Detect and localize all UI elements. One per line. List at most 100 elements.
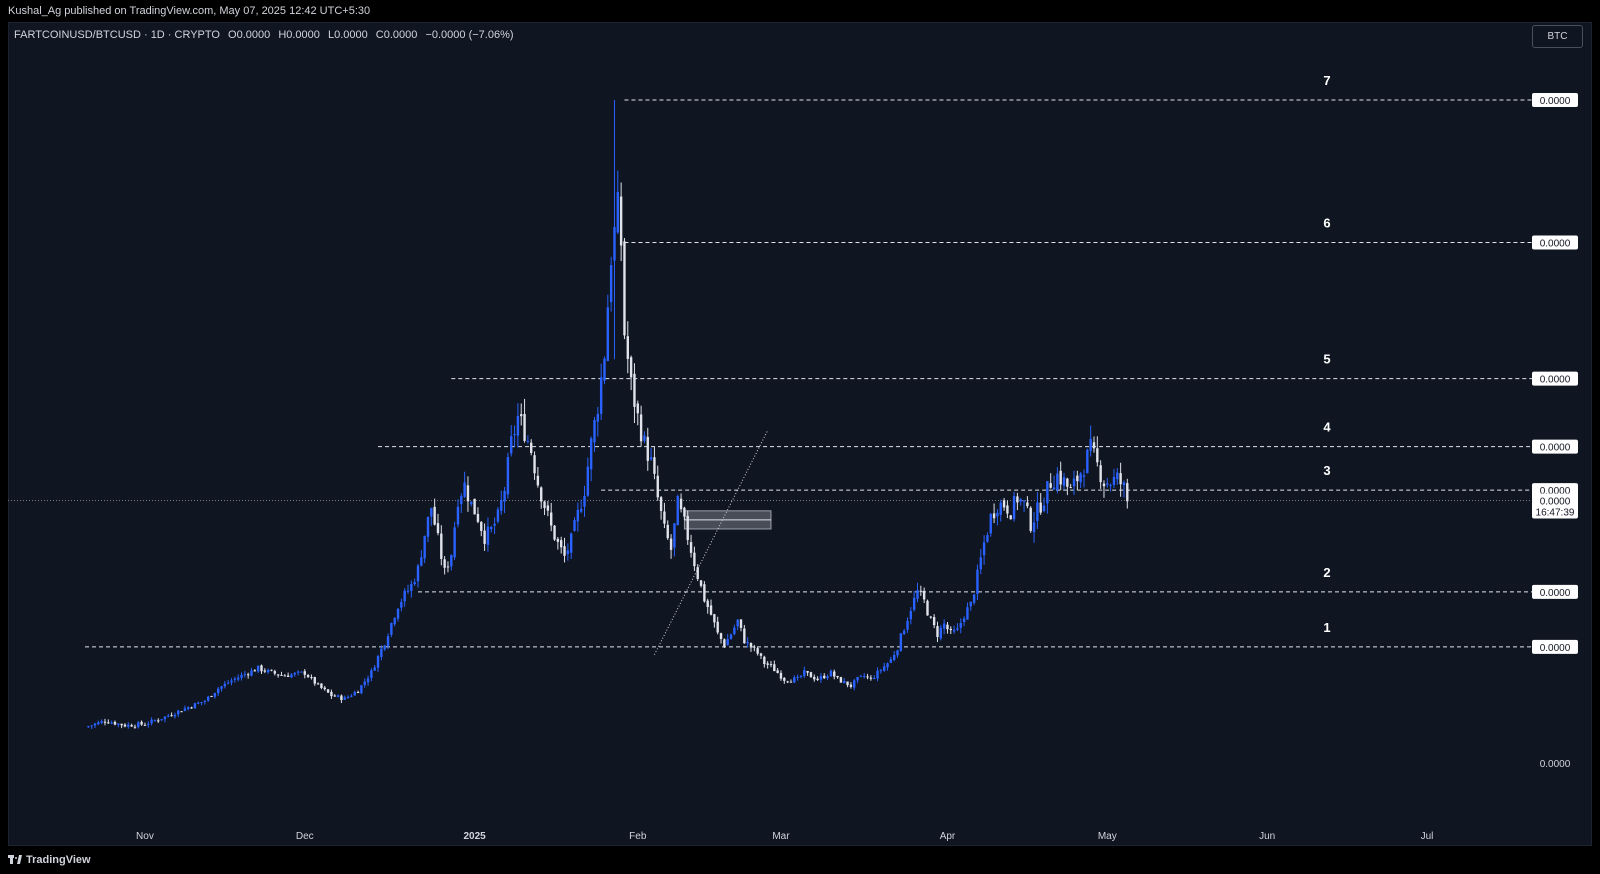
change-value: −0.0000 (−7.06%): [425, 29, 514, 41]
candle-body: [699, 580, 703, 586]
level-price-label: 0.0000: [1540, 643, 1571, 654]
candle-body: [649, 457, 653, 460]
candle-body: [563, 546, 566, 556]
candle-body: [713, 614, 716, 623]
candle-body: [1036, 502, 1039, 522]
candle-body: [127, 724, 130, 727]
candle-body: [749, 642, 753, 648]
candle-body: [520, 414, 523, 417]
candle-body: [606, 307, 610, 362]
candle-body: [793, 677, 796, 683]
level-price-tag: [1532, 371, 1578, 386]
level-number: 4: [1323, 420, 1331, 435]
candle-body: [843, 681, 846, 683]
candle-body: [909, 611, 913, 620]
candle-body: [253, 670, 257, 672]
candle-body: [729, 634, 733, 639]
tradingview-logo-icon: [8, 855, 22, 864]
candle-body: [929, 616, 933, 618]
candle-body: [333, 695, 336, 697]
candle-body: [167, 715, 170, 717]
candle-body: [406, 590, 410, 592]
candle-body: [999, 502, 1002, 515]
candle-body: [1002, 500, 1006, 508]
candle-body: [659, 497, 663, 511]
candle-body: [946, 624, 949, 630]
candle-body: [819, 676, 823, 680]
candle-body: [170, 715, 173, 717]
candle-body: [603, 358, 606, 381]
candle-body: [556, 538, 560, 542]
candle-body: [746, 641, 749, 644]
candle-body: [473, 498, 476, 515]
candle-body: [686, 515, 689, 540]
candle-body: [1079, 473, 1082, 483]
candle-body: [90, 725, 93, 727]
current-price-label: 0.0000: [1540, 496, 1571, 507]
candle-body: [103, 721, 107, 723]
candle-body: [523, 413, 526, 441]
candle-body: [696, 567, 699, 579]
x-tick-label: Mar: [772, 831, 790, 842]
candle-body: [942, 623, 946, 629]
candle-body: [117, 723, 120, 725]
currency-button[interactable]: BTC: [1532, 25, 1583, 48]
candle-body: [886, 663, 889, 668]
candle-body: [200, 702, 203, 704]
candle-body: [989, 514, 992, 534]
candle-body: [546, 505, 550, 511]
candle-body: [922, 590, 926, 600]
candle-body: [1099, 465, 1102, 483]
candle-body: [270, 669, 273, 671]
candle-body: [153, 720, 157, 722]
candle-body: [892, 654, 896, 660]
candle-body: [366, 678, 370, 683]
level-price-label: 0.0000: [1540, 375, 1571, 386]
countdown-label: 16:47:39: [1536, 507, 1575, 518]
candle-body: [853, 680, 856, 688]
candle-body: [256, 665, 260, 672]
candle-body: [190, 707, 193, 709]
candle-body: [130, 725, 133, 727]
candle-body: [769, 664, 773, 666]
candle-body: [506, 456, 510, 495]
candle-body: [753, 646, 756, 648]
symbol-legend: FARTCOINUSD/BTCUSD · 1D · CRYPTO O0.0000…: [14, 29, 514, 41]
symbol-label[interactable]: FARTCOINUSD/BTCUSD · 1D · CRYPTO: [14, 29, 220, 41]
candle-body: [210, 696, 213, 698]
candle-body: [583, 495, 586, 507]
candle-body: [863, 676, 866, 678]
candle-body: [1069, 487, 1072, 489]
candle-body: [673, 523, 676, 548]
x-tick-label: Feb: [629, 831, 647, 842]
chart-pane[interactable]: [8, 22, 1592, 846]
candle-body: [656, 475, 659, 498]
candle-body: [766, 663, 769, 665]
candle-body: [346, 696, 350, 698]
candle-body: [530, 442, 533, 453]
candle-body: [739, 619, 743, 628]
candle-body: [643, 435, 646, 441]
candle-body: [972, 594, 976, 603]
candle-body: [683, 507, 686, 517]
candle-body: [193, 703, 197, 709]
candle-body: [197, 702, 200, 704]
candle-body: [623, 241, 626, 336]
candle-body: [756, 648, 759, 654]
candle-body: [789, 681, 793, 683]
candle-body: [719, 633, 723, 639]
candle-body: [486, 526, 490, 545]
candle-body: [553, 525, 556, 540]
candle-body: [223, 683, 227, 687]
candle-body: [160, 719, 163, 721]
candle-body: [836, 675, 839, 678]
tradingview-brand[interactable]: TradingView: [8, 854, 91, 866]
candle-body: [273, 671, 277, 674]
candle-body: [157, 720, 160, 722]
candle-body: [776, 670, 779, 674]
candle-body: [540, 487, 543, 502]
candle-body: [306, 675, 310, 678]
candle-body: [669, 538, 673, 550]
candle-body: [689, 542, 693, 553]
